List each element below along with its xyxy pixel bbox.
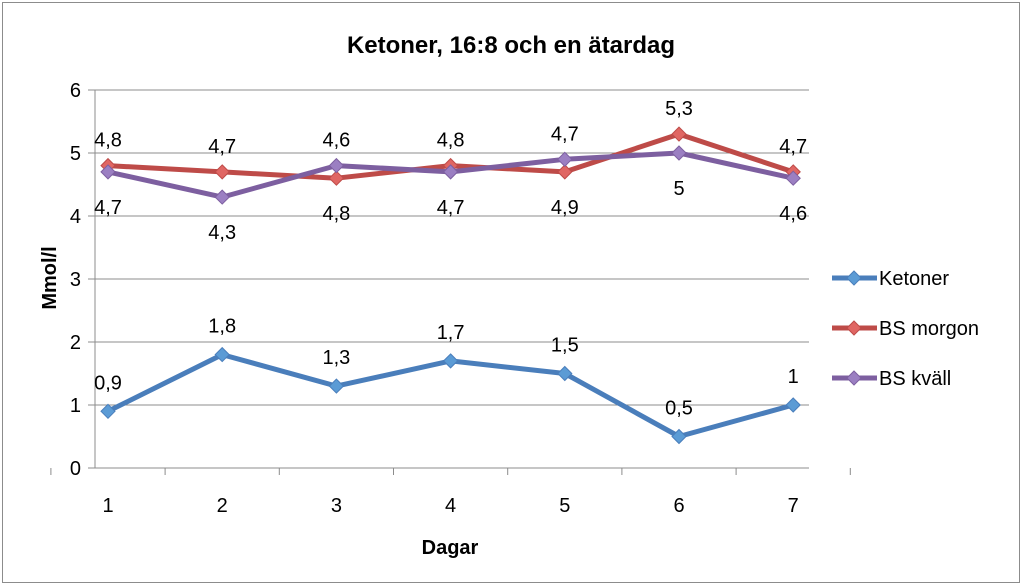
data-label: 1,7 [437, 322, 465, 344]
data-point [214, 164, 230, 180]
data-label: 1,3 [322, 347, 350, 369]
data-point [785, 170, 801, 186]
x-axis-label: Dagar [422, 537, 479, 559]
data-label: 0,9 [94, 372, 122, 394]
legend-label: Ketoner [879, 268, 949, 290]
x-tick-label: 5 [559, 495, 570, 517]
x-tick-label: 7 [788, 495, 799, 517]
gridlines [95, 89, 809, 406]
legend-marker [846, 270, 862, 286]
x-tick-labels: 1 2 3 4 5 6 7 [102, 495, 798, 517]
data-point [442, 353, 459, 369]
data-point [557, 151, 573, 168]
legend-marker [846, 320, 862, 336]
data-point [100, 403, 116, 420]
data-point [671, 145, 687, 161]
data-label: 5 [673, 178, 684, 200]
data-label: 4,8 [322, 203, 350, 225]
data-point [100, 164, 116, 180]
data-point [557, 365, 573, 382]
data-label: 0,5 [665, 398, 693, 420]
data-label: 4,7 [551, 123, 579, 145]
x-tick-label: 6 [673, 495, 684, 517]
y-tick-label: 1 [70, 395, 81, 417]
data-label: 4,9 [551, 197, 579, 219]
y-tick-label: 4 [70, 206, 81, 228]
x-tick-label: 2 [217, 495, 228, 517]
x-tick-label: 4 [445, 495, 456, 517]
y-tick-label: 0 [70, 458, 81, 480]
axes [50, 89, 851, 475]
data-label: 4,7 [208, 136, 236, 158]
legend-label: BS kväll [879, 368, 951, 390]
data-label: 4,6 [322, 130, 350, 152]
data-label: 5,3 [665, 98, 693, 120]
data-label: 4,6 [779, 203, 807, 225]
x-tick-label: 3 [331, 495, 342, 517]
data-point [328, 157, 345, 174]
y-axis-label: Mmol/l [39, 246, 61, 309]
data-point [214, 189, 230, 205]
x-tick-label: 1 [102, 495, 113, 517]
y-tick-label: 6 [70, 80, 81, 102]
series-group [100, 126, 801, 445]
legend-label: BS morgon [879, 318, 979, 340]
data-point [557, 164, 573, 180]
data-point [328, 378, 345, 394]
data-label: 1,8 [208, 316, 236, 338]
legend: Ketoner BS morgon BS kväll [832, 268, 979, 390]
data-point [214, 346, 230, 363]
legend-marker [846, 370, 862, 386]
data-point [671, 126, 687, 142]
y-tick-label: 3 [70, 269, 81, 291]
data-labels: 0,9 1,8 1,3 1,7 1,5 0,5 1 4,8 4,7 4,6 4,8 4,7 5,3 4,7… [94, 98, 807, 419]
chart-title: Ketoner, 16:8 och en ätardag [347, 32, 675, 59]
data-point [785, 397, 801, 413]
y-tick-label: 2 [70, 332, 81, 354]
data-point [671, 428, 687, 445]
data-label: 4,7 [779, 136, 807, 158]
data-label: 4,8 [94, 130, 122, 152]
data-point [442, 164, 459, 180]
data-label: 4,3 [208, 222, 236, 244]
data-label: 1 [788, 366, 799, 388]
y-tick-labels: 0 1 2 3 4 5 6 [70, 80, 81, 480]
data-label: 1,5 [551, 335, 579, 357]
y-tick-label: 5 [70, 143, 81, 165]
data-label: 4,7 [94, 197, 122, 219]
data-label: 4,7 [437, 197, 465, 219]
data-point [328, 170, 345, 186]
data-label: 4,8 [437, 130, 465, 152]
